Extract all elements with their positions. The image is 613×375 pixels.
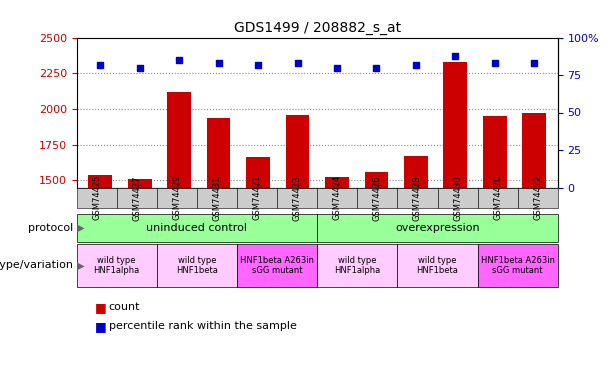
Point: [332, 64, 342, 70]
Point: [214, 60, 224, 66]
Text: ■: ■: [95, 301, 107, 314]
Title: GDS1499 / 208882_s_at: GDS1499 / 208882_s_at: [234, 21, 401, 35]
Bar: [325, 177, 349, 375]
Text: GSM74421: GSM74421: [253, 175, 262, 220]
Text: GSM74431: GSM74431: [213, 175, 221, 220]
Bar: [88, 176, 112, 375]
Text: wild type
HNF1alpha: wild type HNF1alpha: [94, 256, 140, 275]
Point: [451, 53, 460, 58]
Point: [490, 60, 500, 66]
Bar: [404, 156, 428, 375]
Text: ▶: ▶: [74, 260, 84, 270]
Point: [135, 64, 145, 70]
Text: protocol: protocol: [28, 223, 74, 233]
Text: count: count: [109, 303, 140, 312]
Bar: [207, 117, 230, 375]
Text: uninduced control: uninduced control: [147, 223, 248, 233]
Bar: [286, 115, 310, 375]
Text: wild type
HNF1beta: wild type HNF1beta: [176, 256, 218, 275]
Bar: [522, 113, 546, 375]
Text: genotype/variation: genotype/variation: [0, 260, 74, 270]
Point: [529, 60, 539, 66]
Text: GSM74420: GSM74420: [493, 175, 502, 220]
Text: wild type
HNF1alpha: wild type HNF1alpha: [334, 256, 381, 275]
Text: GSM74430: GSM74430: [453, 175, 462, 220]
Point: [371, 64, 381, 70]
Text: GSM74427: GSM74427: [132, 175, 141, 220]
Point: [292, 60, 302, 66]
Text: wild type
HNF1beta: wild type HNF1beta: [417, 256, 459, 275]
Point: [411, 62, 421, 68]
Bar: [128, 179, 151, 375]
Bar: [246, 158, 270, 375]
Point: [174, 57, 184, 63]
Text: GSM74428: GSM74428: [413, 175, 422, 220]
Text: ▶: ▶: [74, 223, 84, 233]
Bar: [167, 92, 191, 375]
Point: [253, 62, 263, 68]
Text: GSM74422: GSM74422: [533, 175, 543, 220]
Text: ■: ■: [95, 320, 107, 333]
Text: HNF1beta A263in
sGG mutant: HNF1beta A263in sGG mutant: [240, 256, 314, 275]
Text: GSM74423: GSM74423: [292, 175, 302, 220]
Text: GSM74426: GSM74426: [373, 175, 382, 220]
Point: [96, 62, 105, 68]
Text: GSM74425: GSM74425: [92, 175, 101, 220]
Text: GSM74429: GSM74429: [172, 175, 181, 220]
Bar: [365, 172, 388, 375]
Text: GSM74424: GSM74424: [333, 175, 342, 220]
Text: HNF1beta A263in
sGG mutant: HNF1beta A263in sGG mutant: [481, 256, 555, 275]
Bar: [443, 62, 467, 375]
Text: percentile rank within the sample: percentile rank within the sample: [109, 321, 296, 331]
Bar: [483, 116, 506, 375]
Text: overexpression: overexpression: [395, 223, 480, 233]
